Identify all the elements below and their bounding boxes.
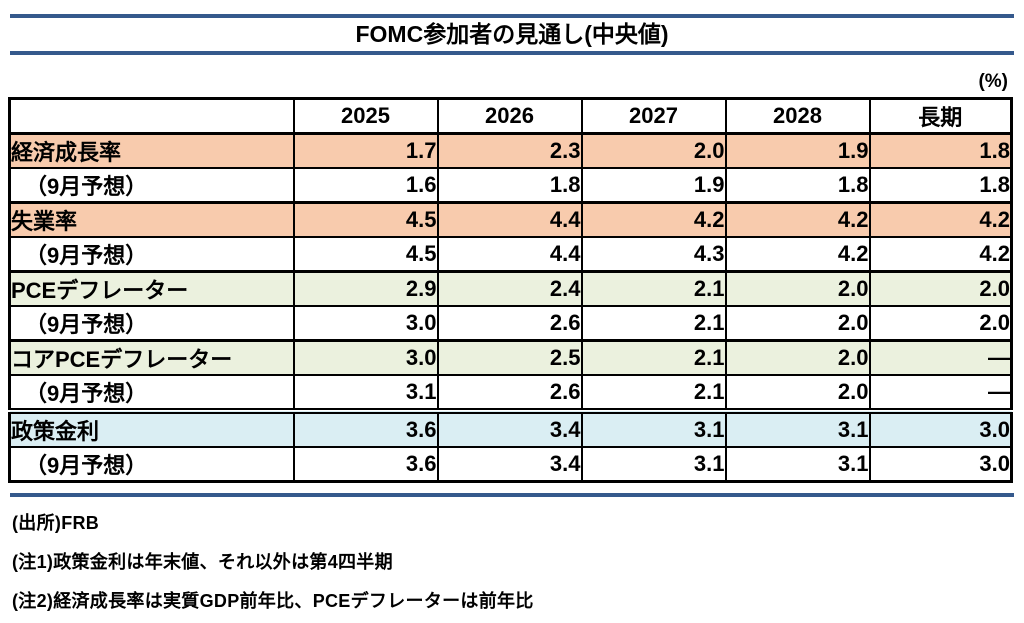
cell-value: 4.2 xyxy=(724,236,871,273)
bottom-rule xyxy=(10,493,1014,497)
unit-label: (%) xyxy=(978,71,1008,92)
cell-value: 2.0 xyxy=(868,270,1013,307)
cell-value: 3.6 xyxy=(292,408,439,448)
row-label: コアPCEデフレーター xyxy=(8,339,295,376)
figure-title: FOMC参加者の見通し(中央値) xyxy=(355,21,669,47)
table-row: （9月予想） 4.5 4.4 4.3 4.2 4.2 xyxy=(8,236,1013,273)
cell-value: 2.0 xyxy=(724,339,871,376)
cell-value: 3.0 xyxy=(292,339,439,376)
header-year-2028: 2028 xyxy=(724,97,871,135)
table-row: （9月予想） 3.0 2.6 2.1 2.0 2.0 xyxy=(8,305,1013,342)
header-year-2026: 2026 xyxy=(436,97,583,135)
cell-value: 4.2 xyxy=(868,236,1013,273)
cell-value: 2.4 xyxy=(436,270,583,307)
forecast-table: 2025 2026 2027 2028 長期 経済成長率 1.7 2.3 2.0… xyxy=(8,97,1013,483)
cell-value: 3.1 xyxy=(292,374,439,412)
header-long-run: 長期 xyxy=(868,97,1013,135)
cell-value: — xyxy=(868,339,1013,376)
cell-value: 4.2 xyxy=(580,201,727,238)
cell-value: 1.8 xyxy=(724,167,871,204)
source-note: (出所)FRB xyxy=(12,513,100,533)
cell-value: 1.8 xyxy=(868,132,1013,169)
figure-title-band: FOMC参加者の見通し(中央値) xyxy=(10,14,1014,55)
cell-value: 4.4 xyxy=(436,201,583,238)
cell-value: 1.8 xyxy=(436,167,583,204)
cell-value: 2.0 xyxy=(724,270,871,307)
cell-value: 2.1 xyxy=(580,374,727,412)
cell-value: 2.1 xyxy=(580,270,727,307)
cell-value: 4.3 xyxy=(580,236,727,273)
table-row: （9月予想） 1.6 1.8 1.9 1.8 1.8 xyxy=(8,167,1013,204)
row-label: 政策金利 xyxy=(8,408,295,448)
cell-value: 2.6 xyxy=(436,374,583,412)
forecast-table-body: 経済成長率 1.7 2.3 2.0 1.9 1.8 （9月予想） 1.6 1.8… xyxy=(8,132,1013,483)
table-row: コアPCEデフレーター 3.0 2.5 2.1 2.0 — xyxy=(8,339,1013,376)
cell-value: 3.1 xyxy=(724,446,871,483)
cell-value: 2.0 xyxy=(724,305,871,342)
row-label: PCEデフレーター xyxy=(8,270,295,307)
row-label: 失業率 xyxy=(8,201,295,238)
table-row: （9月予想） 3.1 2.6 2.1 2.0 — xyxy=(8,374,1013,412)
footnote-2: (注2)経済成長率は実質GDP前年比、PCEデフレーターは前年比 xyxy=(12,591,534,611)
cell-value: 3.6 xyxy=(292,446,439,483)
row-label: （9月予想） xyxy=(8,374,295,412)
cell-value: 2.1 xyxy=(580,305,727,342)
cell-value: 2.9 xyxy=(292,270,439,307)
cell-value: — xyxy=(868,374,1013,412)
table-row: 政策金利 3.6 3.4 3.1 3.1 3.0 xyxy=(8,408,1013,448)
header-year-2027: 2027 xyxy=(580,97,727,135)
cell-value: 3.1 xyxy=(580,408,727,448)
cell-value: 1.7 xyxy=(292,132,439,169)
row-label: （9月予想） xyxy=(8,236,295,273)
cell-value: 3.4 xyxy=(436,446,583,483)
table-row: 経済成長率 1.7 2.3 2.0 1.9 1.8 xyxy=(8,132,1013,169)
cell-value: 1.9 xyxy=(724,132,871,169)
cell-value: 4.5 xyxy=(292,236,439,273)
table-row: （9月予想） 3.6 3.4 3.1 3.1 3.0 xyxy=(8,446,1013,483)
cell-value: 2.0 xyxy=(580,132,727,169)
cell-value: 1.9 xyxy=(580,167,727,204)
cell-value: 3.0 xyxy=(292,305,439,342)
row-label: （9月予想） xyxy=(8,305,295,342)
footnote-1: (注1)政策金利は年末値、それ以外は第4四半期 xyxy=(12,552,393,572)
cell-value: 2.0 xyxy=(724,374,871,412)
cell-value: 2.6 xyxy=(436,305,583,342)
cell-value: 4.2 xyxy=(868,201,1013,238)
header-blank-cell xyxy=(8,97,295,135)
cell-value: 4.2 xyxy=(724,201,871,238)
cell-value: 3.1 xyxy=(724,408,871,448)
row-label: （9月予想） xyxy=(8,167,295,204)
header-year-2025: 2025 xyxy=(292,97,439,135)
cell-value: 1.6 xyxy=(292,167,439,204)
cell-value: 3.0 xyxy=(868,408,1013,448)
table-row: 失業率 4.5 4.4 4.2 4.2 4.2 xyxy=(8,201,1013,238)
cell-value: 4.5 xyxy=(292,201,439,238)
cell-value: 4.4 xyxy=(436,236,583,273)
cell-value: 2.1 xyxy=(580,339,727,376)
cell-value: 2.5 xyxy=(436,339,583,376)
cell-value: 2.0 xyxy=(868,305,1013,342)
cell-value: 3.1 xyxy=(580,446,727,483)
cell-value: 3.0 xyxy=(868,446,1013,483)
header-row: 2025 2026 2027 2028 長期 xyxy=(8,97,1013,135)
row-label: （9月予想） xyxy=(8,446,295,483)
table-row: PCEデフレーター 2.9 2.4 2.1 2.0 2.0 xyxy=(8,270,1013,307)
notes: (出所)FRB (注1)政策金利は年末値、それ以外は第4四半期 (注2)経済成長… xyxy=(12,509,1024,613)
row-label: 経済成長率 xyxy=(8,132,295,169)
cell-value: 3.4 xyxy=(436,408,583,448)
cell-value: 1.8 xyxy=(868,167,1013,204)
cell-value: 2.3 xyxy=(436,132,583,169)
